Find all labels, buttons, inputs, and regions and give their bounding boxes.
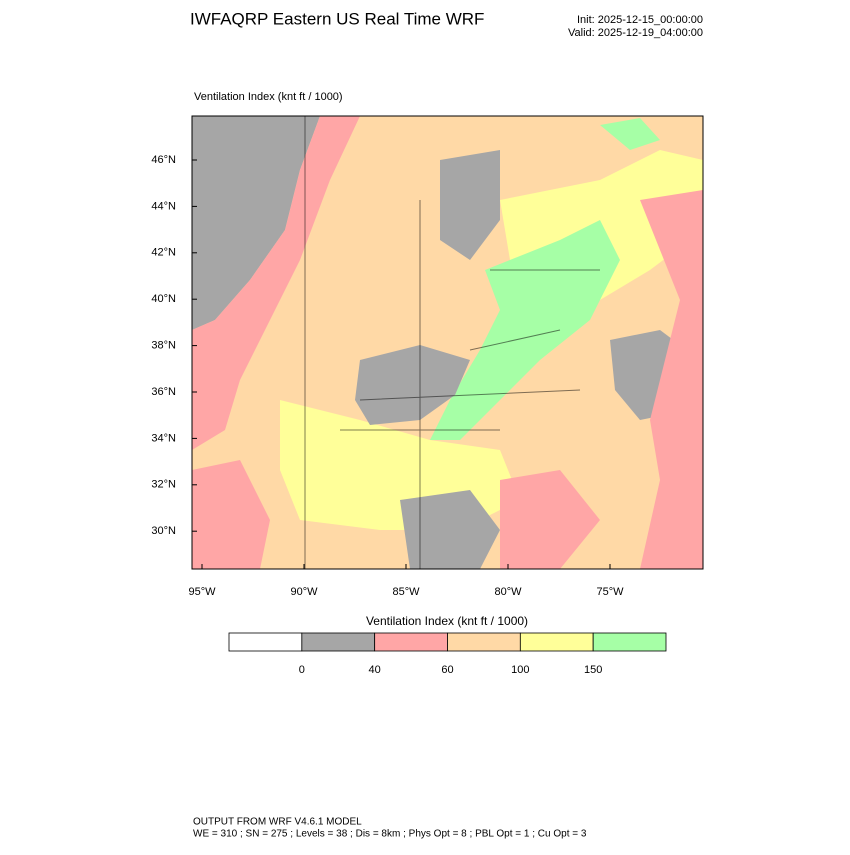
title: IWFAQRP Eastern US Real Time WRF (190, 9, 484, 28)
lat-label: 40°N (151, 293, 176, 305)
map-field (192, 116, 703, 569)
lat-labels: 46°N 44°N 42°N 40°N 38°N 36°N 34°N 32°N 30°N (151, 154, 197, 537)
colorbar-title: Ventilation Index (knt ft / 1000) (366, 614, 528, 628)
map-title: Ventilation Index (knt ft / 1000) (194, 91, 343, 103)
lat-label: 46°N (151, 154, 176, 166)
colorbar-tick-label: 40 (369, 664, 381, 676)
field (640, 190, 703, 569)
lat-label: 34°N (151, 432, 176, 444)
lon-label: 80°W (494, 586, 522, 598)
colorbar-swatch (228, 632, 303, 652)
footer-line: OUTPUT FROM WRF V4.6.1 MODEL (193, 817, 362, 828)
footer-line: WE = 310 ; SN = 275 ; Levels = 38 ; Dis … (193, 829, 587, 840)
lat-label: 44°N (151, 200, 176, 212)
colorbar-tick-label: 150 (584, 664, 602, 676)
lon-label: 95°W (188, 586, 216, 598)
colorbar-swatch (519, 632, 594, 652)
init-time: Init: 2025-12-15_00:00:00 (577, 14, 703, 26)
field (355, 345, 470, 425)
lon-label: 75°W (596, 586, 624, 598)
field (440, 150, 500, 260)
colorbar-swatch (374, 632, 448, 652)
lat-label: 38°N (151, 340, 176, 352)
colorbar: 0 40 60 100 150 (228, 632, 667, 676)
colorbar-swatch (592, 632, 667, 652)
field (430, 220, 620, 440)
map-frame (191, 115, 704, 570)
lat-label: 30°N (151, 525, 176, 537)
field (192, 116, 320, 330)
lat-label: 36°N (151, 386, 176, 398)
lon-label: 90°W (290, 586, 318, 598)
colorbar-tick-label: 0 (299, 664, 305, 676)
valid-time: Valid: 2025-12-19_04:00:00 (568, 27, 703, 39)
field (192, 116, 360, 450)
borders (304, 116, 600, 569)
field (600, 118, 660, 150)
lon-labels: 95°W 90°W 85°W 80°W 75°W (188, 564, 624, 598)
lat-label: 32°N (151, 479, 176, 491)
colorbar-swatch (301, 632, 376, 652)
lon-label: 85°W (392, 586, 420, 598)
lat-label: 42°N (151, 247, 176, 259)
colorbar-swatch (447, 632, 521, 652)
colorbar-tick-label: 100 (511, 664, 529, 676)
field (400, 490, 500, 569)
field (192, 460, 270, 569)
field (500, 470, 600, 569)
colorbar-tick-label: 60 (441, 664, 453, 676)
